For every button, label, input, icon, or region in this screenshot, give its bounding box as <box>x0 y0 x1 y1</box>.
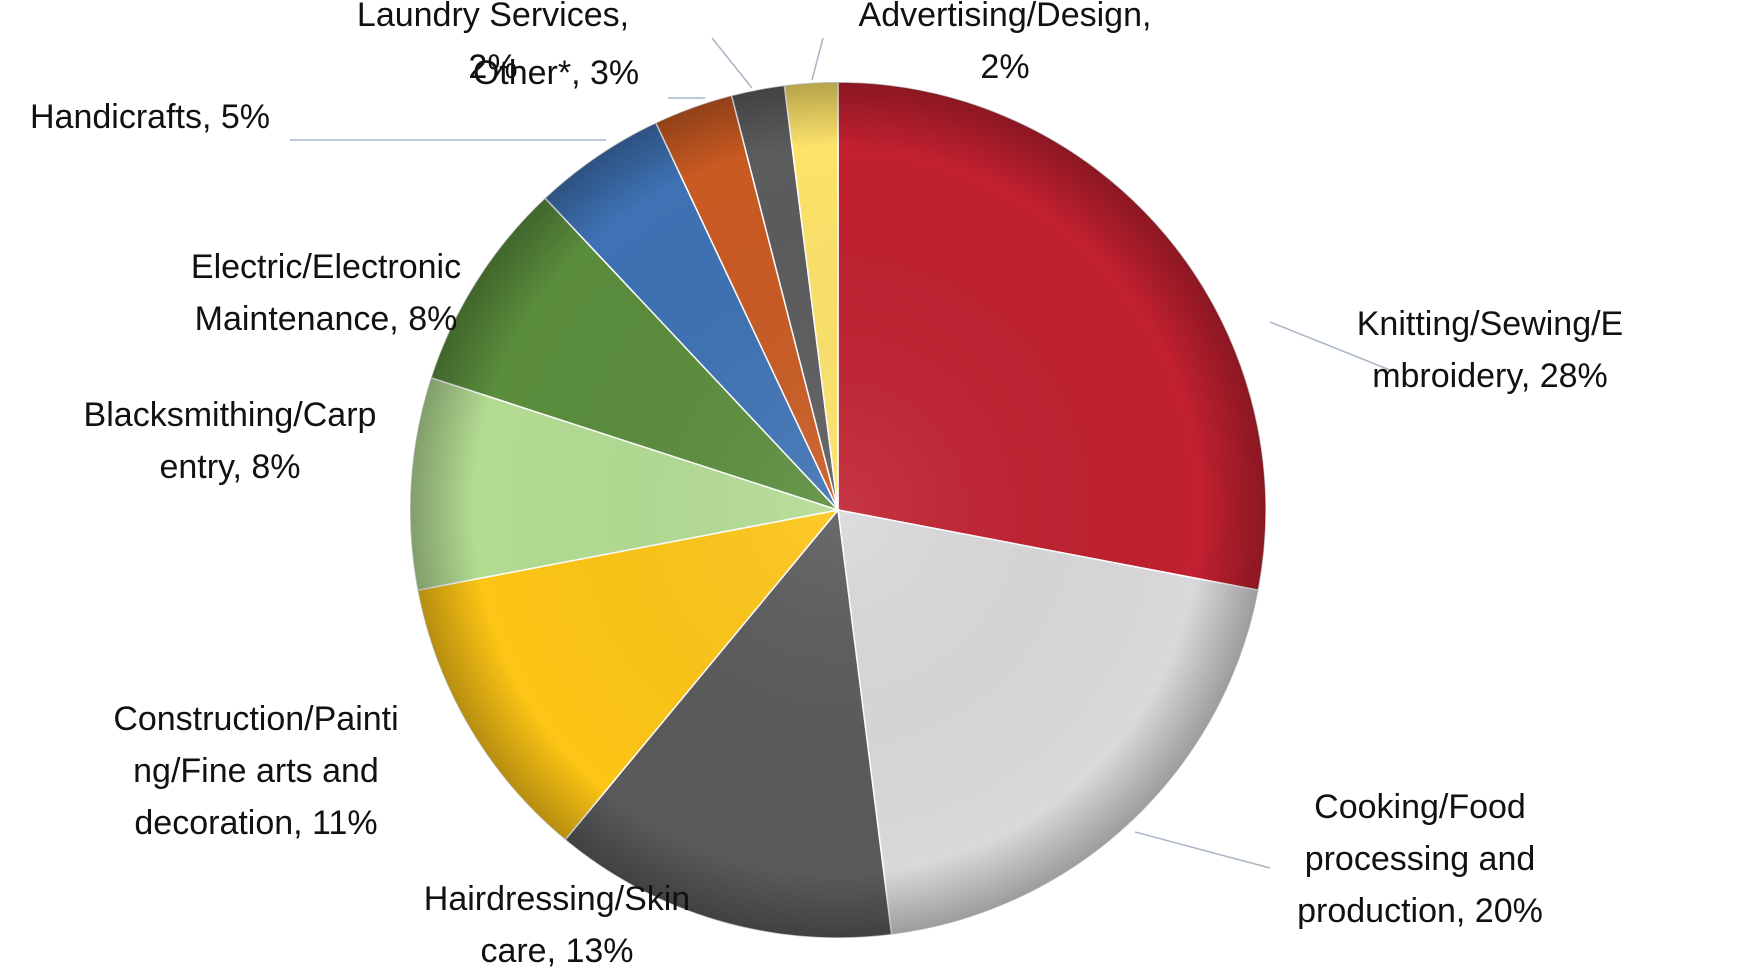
slice-label-8: Laundry Services, 2% <box>357 0 629 86</box>
slice-label-2: Hairdressing/Skin care, 13% <box>424 880 690 970</box>
slice-label-line: mbroidery, 28% <box>1372 357 1608 395</box>
slice-label-line: care, 13% <box>480 932 633 970</box>
leader-line-1 <box>1134 831 1271 869</box>
slice-label-line: production, 20% <box>1297 892 1543 930</box>
slice-label-7: Other*, 3% <box>473 54 639 92</box>
slice-labels: Knitting/Sewing/E mbroidery, 28% Cooking/F… <box>30 0 1623 970</box>
slice-label-9: Advertising/Design, 2% <box>859 0 1152 86</box>
slice-label-6: Handicrafts, 5% <box>30 98 270 136</box>
slice-label-line: decoration, 11% <box>134 804 377 842</box>
pie-slice-0 <box>837 81 1267 592</box>
slice-label-5: Electric/Electronic Maintenance, 8% <box>191 248 461 338</box>
slice-label-line: processing and <box>1305 840 1536 878</box>
slice-label-line: 2% <box>468 48 517 86</box>
leader-line-8 <box>711 37 753 89</box>
slice-label-line: entry, 8% <box>159 448 300 486</box>
slice-label-4: Blacksmithing/Carp entry, 8% <box>84 396 377 486</box>
leader-line-9 <box>811 37 824 81</box>
slice-label-line: Maintenance, 8% <box>195 300 458 338</box>
slice-label-line: 2% <box>980 48 1029 86</box>
pie-slices <box>409 81 1267 939</box>
slice-label-line: Hairdressing/Skin <box>424 880 690 918</box>
slice-label-line: Handicrafts, 5% <box>30 98 270 136</box>
slice-label-line: Electric/Electronic <box>191 248 461 286</box>
slice-label-line: Knitting/Sewing/E <box>1357 305 1624 343</box>
slice-label-line: Cooking/Food <box>1314 788 1526 826</box>
slice-label-1: Cooking/Food processing and production, 20… <box>1297 788 1543 930</box>
slice-label-line: Advertising/Design, <box>859 0 1152 34</box>
slice-label-line: ng/Fine arts and <box>133 752 379 790</box>
slice-label-3: Construction/Painti ng/Fine arts and decor… <box>113 700 398 842</box>
slice-label-line: Laundry Services, <box>357 0 629 34</box>
leader-line-0 <box>1269 321 1391 371</box>
slice-label-0: Knitting/Sewing/E mbroidery, 28% <box>1357 305 1624 395</box>
slice-label-line: Construction/Painti <box>113 700 398 738</box>
slice-label-line: Other*, 3% <box>473 54 639 92</box>
slice-label-line: Blacksmithing/Carp <box>84 396 377 434</box>
